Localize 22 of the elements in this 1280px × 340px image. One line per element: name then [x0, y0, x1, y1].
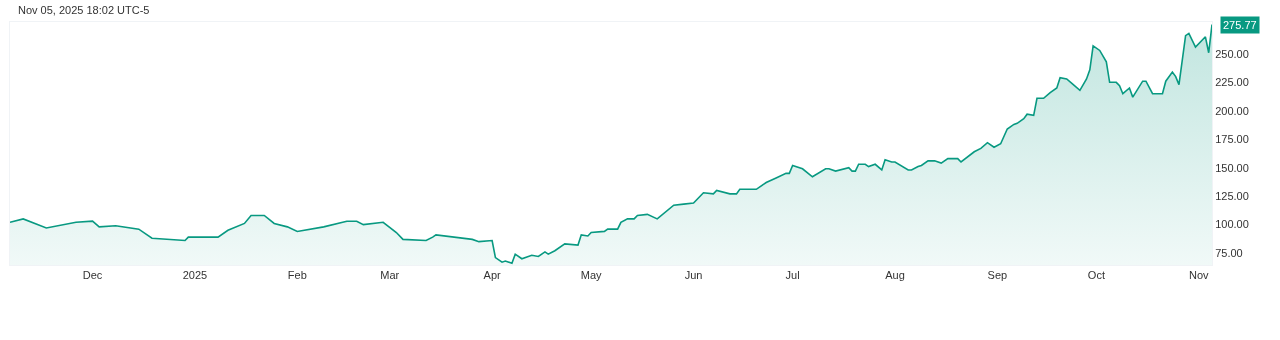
- x-tick-label: Oct: [1087, 269, 1105, 282]
- x-tick-label: Mar: [380, 269, 400, 282]
- x-tick-label: Jun: [684, 269, 703, 282]
- y-tick-label: 250.00: [1215, 47, 1249, 60]
- y-tick-label: 175.00: [1215, 133, 1249, 146]
- y-tick-label: 150.00: [1215, 161, 1249, 174]
- annotation: 275.77: [1223, 19, 1257, 31]
- x-tick-label: Nov: [1189, 269, 1210, 282]
- y-tick-label: 225.00: [1215, 76, 1249, 89]
- y-tick-label: 200.00: [1215, 104, 1249, 117]
- x-tick-label: May: [580, 269, 603, 282]
- x-tick-label: Feb: [287, 269, 307, 282]
- y-tick-label: 100.00: [1215, 218, 1249, 231]
- x-tick-label: 2025: [182, 269, 208, 282]
- x-tick-label: Aug: [885, 269, 905, 282]
- y-tick-label: 75.00: [1215, 246, 1243, 259]
- text: Nov 05, 2025 18:02 UTC-5: [18, 4, 150, 16]
- x-tick-label: Dec: [82, 269, 103, 282]
- y-tick-label: 125.00: [1215, 189, 1249, 202]
- x-tick-label: Sep: [987, 269, 1008, 282]
- x-tick-label: Jul: [785, 269, 800, 282]
- x-tick-label: Apr: [483, 269, 502, 282]
